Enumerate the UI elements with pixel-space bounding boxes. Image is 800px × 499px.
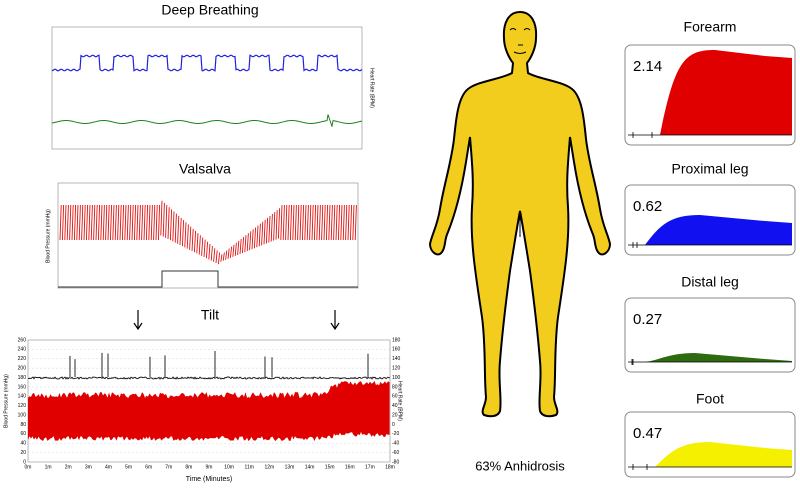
y-tick-label: 220 [18,356,27,362]
panel-title: Tilt [201,307,219,323]
sweat-volume: 0.62 [633,198,662,215]
sweat-volume: 0.47 [633,425,662,442]
y-tick-label: 20 [20,450,26,456]
x-tick-label: 3m [85,464,92,470]
x-tick-label: 13m [285,464,295,470]
y2-tick-label: 180 [392,337,401,343]
x-tick-label: 17m [365,464,375,470]
x-tick-label: 6m [145,464,152,470]
y2-tick-label: 120 [392,365,401,371]
sweat-response [645,215,792,245]
y2-tick-label: 160 [392,347,401,353]
x-tick-label: 7m [165,464,172,470]
y2-tick-label: 0 [392,422,395,428]
y2-tick-label: -20 [392,431,399,437]
arrow [134,310,339,329]
y-tick-label: 240 [18,347,27,353]
x-tick-label: 10m [224,464,234,470]
tilt-plot: 2602402202001801601401201008060402001801… [18,337,401,470]
trace [28,381,390,441]
y-tick-label: 120 [18,403,27,409]
sweat-response [640,353,792,362]
sweat-volume: 2.14 [633,58,662,75]
panel-title: Valsalva [179,161,231,177]
trace [52,55,362,71]
y-tick-label: 40 [20,441,26,447]
axis-label: Blood Pressure (mmHg) [45,209,51,263]
y-tick-label: 60 [20,431,26,437]
x-tick-label: 2m [65,464,72,470]
x-tick-label: 12m [264,464,274,470]
sweat-volume: 0.27 [633,311,662,328]
x-tick-label: 4m [105,464,112,470]
x-tick-label: 0m [25,464,32,470]
y2-tick-label: 140 [392,356,401,362]
axis-label: Heart Rate (BPM) [397,381,403,421]
axis-label: Heart Rate (BPM) [369,68,375,108]
x-tick-label: 1m [45,464,52,470]
panel-title: Foot [696,391,724,407]
y-tick-label: 260 [18,337,27,343]
panel-title: Distal leg [681,274,739,290]
trace [58,271,358,287]
y-tick-label: 140 [18,394,27,400]
y-tick-label: 200 [18,365,27,371]
panel-title: Proximal leg [671,161,748,177]
x-tick-label: 16m [345,464,355,470]
plot-frame [52,27,362,149]
x-tick-label: 8m [185,464,192,470]
caption: 63% Anhidrosis [475,458,565,473]
x-tick-label: 18m [385,464,395,470]
trace [28,351,390,379]
y2-tick-label: -60 [392,450,399,456]
axis-label: Blood Pressure (mmHg) [3,374,9,428]
y2-tick-label: 100 [392,375,401,381]
trace [52,115,362,127]
axis-label: Time (Minutes) [186,476,232,483]
trace [60,201,356,264]
x-tick-label: 14m [305,464,315,470]
sweat-response [655,442,792,467]
y-tick-label: 180 [18,375,27,381]
trace [58,201,358,287]
panel-title: Forearm [684,19,737,35]
panel-title: Deep Breathing [161,2,258,18]
x-tick-label: 9m [206,464,213,470]
sweat-response [660,50,792,135]
x-tick-label: 15m [325,464,335,470]
y2-tick-label: -40 [392,441,399,447]
y-tick-label: 160 [18,384,27,390]
x-tick-label: 11m [245,464,254,470]
y-tick-label: 100 [18,412,27,418]
x-tick-label: 5m [125,464,132,470]
y-tick-label: 80 [20,422,26,428]
